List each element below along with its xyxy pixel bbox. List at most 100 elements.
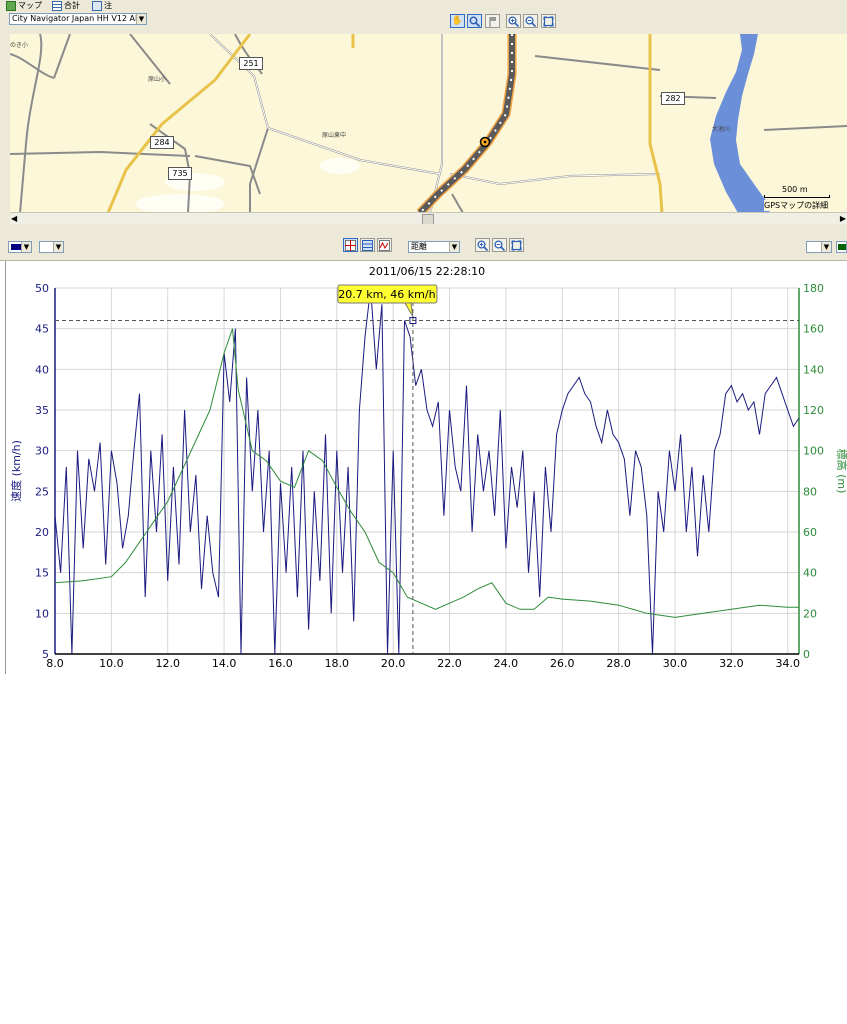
- map-icon: [6, 0, 16, 11]
- map-patch: [320, 158, 360, 174]
- y2-tick-label: 20: [803, 607, 817, 620]
- chevron-down-icon[interactable]: ▼: [53, 242, 63, 252]
- cursor-marker: [409, 317, 417, 325]
- right-series-select[interactable]: ▼: [806, 241, 832, 253]
- x-tick-label: 18.0: [325, 657, 350, 670]
- x-tick-label: 24.0: [494, 657, 519, 670]
- river-water: [710, 34, 770, 213]
- map-zoom-in-button[interactable]: [506, 14, 521, 28]
- x-tick-label: 22.0: [437, 657, 462, 670]
- place-label: のき小: [10, 42, 28, 49]
- current-position-dot: [483, 140, 487, 144]
- x-tick-label: 30.0: [663, 657, 688, 670]
- right-series-color-select[interactable]: [836, 241, 847, 253]
- tab-map-label: マップ: [18, 1, 42, 10]
- grid-icon: [362, 239, 373, 251]
- graph-mode-button[interactable]: [377, 238, 392, 252]
- grid-toggle-button[interactable]: [360, 238, 375, 252]
- road-line: [129, 34, 171, 85]
- map-view[interactable]: 251 282 284 735 原山小 原山東中 大池川 のき小 500 m G…: [10, 34, 847, 213]
- zoom-in-icon: [508, 15, 519, 27]
- road-line: [449, 173, 661, 186]
- place-label: 原山東中: [322, 132, 347, 139]
- flag-tool-button[interactable]: [485, 14, 500, 28]
- map-horizontal-scrollbar[interactable]: ◀ ▶: [10, 212, 847, 225]
- map-product-select[interactable]: City Navigator Japan HH V12 ALL ▼: [9, 13, 147, 25]
- chevron-down-icon[interactable]: ▼: [449, 242, 459, 252]
- chart-title: 2011/06/15 22:28:10: [369, 265, 485, 278]
- map-zoom-extent-button[interactable]: [541, 14, 556, 28]
- road-line: [763, 125, 847, 131]
- y2-tick-label: 180: [803, 282, 824, 295]
- x-tick-label: 28.0: [606, 657, 631, 670]
- left-series-color-select[interactable]: ▼: [8, 241, 32, 253]
- x-tick-label: 12.0: [155, 657, 180, 670]
- tab-map[interactable]: マップ: [4, 0, 44, 11]
- zoom-in-icon: [477, 239, 488, 251]
- chart-canvas[interactable]: 8.0 10.0 12.0 14.0 16.0 18.0 20.0 22.0 24.0 26.0 2…: [6, 261, 847, 674]
- tab-totals[interactable]: 合計: [50, 0, 82, 11]
- road-line: [53, 34, 71, 79]
- road-line: [19, 34, 43, 213]
- road-line: [249, 127, 269, 213]
- profile-chart[interactable]: 8.0 10.0 12.0 14.0 16.0 18.0 20.0 22.0 24.0 26.0 2…: [5, 261, 847, 674]
- table-icon: [52, 0, 62, 11]
- y-tick-label: 40: [35, 363, 49, 376]
- cursor-callout-pointer: [404, 302, 414, 317]
- y2-tick-label: 0: [803, 648, 810, 661]
- x-tick-label: 16.0: [268, 657, 293, 670]
- y-axis-label: 速度 (km/h): [9, 440, 23, 502]
- y-tick-label: 45: [35, 323, 49, 336]
- road-shield: 284: [150, 136, 174, 149]
- y-tick-label: 5: [42, 648, 49, 661]
- pan-tool-button[interactable]: ✋: [450, 14, 465, 28]
- y2-tick-label: 120: [803, 404, 824, 417]
- chevron-down-icon[interactable]: ▼: [21, 242, 31, 252]
- x-tick-label: 8.0: [46, 657, 64, 670]
- road-line: [194, 155, 261, 195]
- scroll-left-icon[interactable]: ◀: [11, 214, 18, 223]
- cursor-callout-label: 20.7 km, 46 km/h: [338, 288, 435, 301]
- right-color-swatch: [838, 244, 846, 250]
- chart-zoom-extent-button[interactable]: [509, 238, 524, 252]
- view-tab-bar: [0, 0, 847, 11]
- road-shield: 735: [168, 167, 192, 180]
- y-tick-label: 10: [35, 607, 49, 620]
- x-tick-label: 10.0: [99, 657, 124, 670]
- left-series-select[interactable]: ▼: [39, 241, 64, 253]
- chart-zoom-out-button[interactable]: [492, 238, 507, 252]
- x-tick-label: 32.0: [719, 657, 744, 670]
- speed-series-line: [54, 287, 800, 655]
- y-tick-label: 20: [35, 526, 49, 539]
- scroll-right-icon[interactable]: ▶: [839, 214, 846, 223]
- map-scale-bar: [764, 195, 830, 198]
- chevron-down-icon[interactable]: ▼: [821, 242, 831, 252]
- zoom-select-icon: [469, 16, 480, 27]
- chevron-down-icon[interactable]: ▼: [136, 14, 146, 24]
- x-tick-label: 14.0: [212, 657, 237, 670]
- major-road-line: [106, 34, 252, 213]
- elevation-series-line: [54, 328, 799, 618]
- zoom-extent-icon: [543, 16, 554, 26]
- map-zoom-out-button[interactable]: [523, 14, 538, 28]
- road-shield: 282: [661, 92, 685, 105]
- chart-zoom-in-button[interactable]: [475, 238, 490, 252]
- road-line: [451, 193, 464, 213]
- x-axis-select[interactable]: 距離 ▼: [408, 241, 460, 253]
- road-line: [209, 34, 441, 175]
- y2-tick-label: 40: [803, 567, 817, 580]
- road-line: [10, 150, 191, 157]
- road-line: [534, 55, 661, 71]
- road-shield: 251: [239, 57, 263, 70]
- chart-toolbar: [0, 235, 847, 261]
- place-label: 大池川: [712, 126, 731, 133]
- tab-totals-label: 合計: [64, 1, 80, 10]
- y2-tick-label: 100: [803, 445, 824, 458]
- major-roads: [106, 34, 664, 213]
- zoom-select-button[interactable]: [467, 14, 482, 28]
- road-highlights: [209, 34, 661, 213]
- tab-notes[interactable]: 注: [90, 0, 114, 11]
- crosshair-tool-button[interactable]: [343, 238, 358, 252]
- zoom-out-icon: [525, 15, 536, 27]
- graph-icon: [379, 239, 390, 251]
